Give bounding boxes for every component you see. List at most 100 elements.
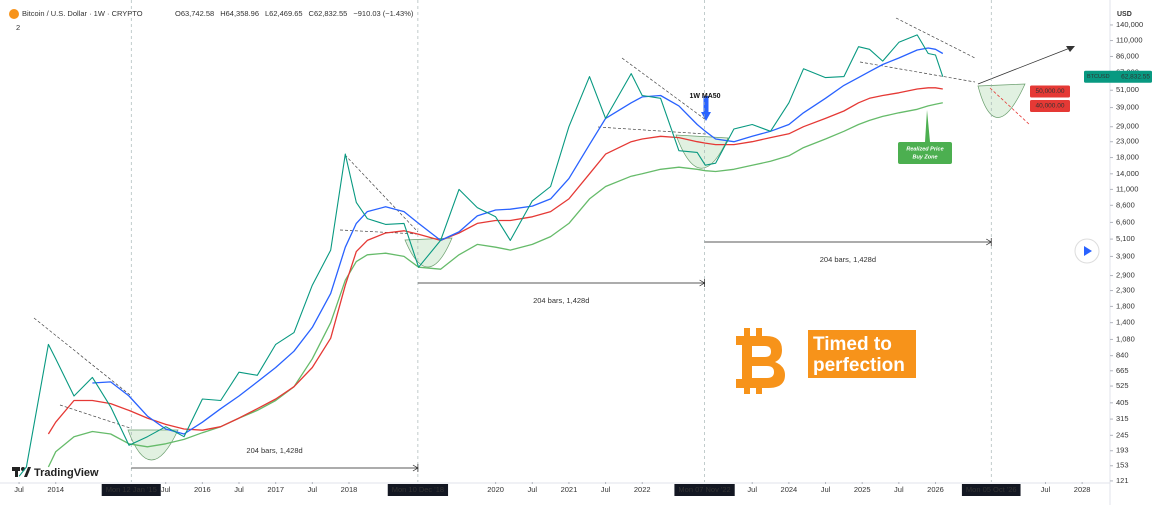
- indicator-line: [47, 102, 943, 468]
- y-tick-label: 840: [1116, 351, 1129, 360]
- y-tick-label: 525: [1116, 381, 1129, 390]
- indicator-line: [47, 87, 943, 435]
- x-tick-label: 2020: [487, 485, 504, 494]
- y-tick-label: 665: [1116, 366, 1129, 375]
- x-tick-label: Jul: [308, 485, 318, 494]
- symbol-title: Bitcoin / U.S. Dollar · 1W · CRYPTO: [22, 9, 143, 18]
- y-tick-label: 8,600: [1116, 200, 1135, 209]
- x-tick-label: 2016: [194, 485, 211, 494]
- y-tick-label: 29,000: [1116, 122, 1139, 131]
- price-line: [18, 34, 944, 477]
- buy-zone-bowl: [675, 134, 729, 169]
- y-tick-label: 1,800: [1116, 301, 1135, 310]
- x-tick-label: Jul: [14, 485, 24, 494]
- x-tick-label: Mon 10 Dec '18: [392, 485, 444, 494]
- x-tick-label: Jul: [601, 485, 611, 494]
- y-tick-label: 3,900: [1116, 251, 1135, 260]
- play-icon: [1084, 246, 1092, 256]
- ma-label: 1W MA50: [689, 93, 720, 100]
- x-tick-label: Jul: [1041, 485, 1051, 494]
- y-tick-label: 6,600: [1116, 217, 1135, 226]
- ohlc-value: −910.03 (−1.43%): [353, 9, 414, 18]
- ohlc-value: L62,469.65: [265, 9, 303, 18]
- level-box: [1030, 99, 1070, 112]
- ohlc-value: C62,832.55: [309, 9, 348, 18]
- x-tick-label: 2014: [47, 485, 64, 494]
- y-tick-label: 23,000: [1116, 137, 1139, 146]
- buy-zone-bowl: [127, 429, 179, 461]
- y-tick-label: 405: [1116, 398, 1129, 407]
- symbol-icon: [9, 9, 19, 19]
- promo-text: perfection: [813, 355, 905, 376]
- y-tick-label: 14,000: [1116, 169, 1139, 178]
- level-box: [1030, 85, 1070, 98]
- y-tick-label: 315: [1116, 414, 1129, 423]
- x-tick-label: Jul: [747, 485, 757, 494]
- x-tick-highlight: [961, 484, 1021, 496]
- x-tick-label: Jul: [821, 485, 831, 494]
- x-tick-label: Mon 07 Nov '22: [678, 485, 730, 494]
- y-unit: USD: [1117, 11, 1132, 18]
- ma-arrow: [701, 112, 711, 121]
- callout-pointer: [925, 110, 930, 142]
- x-tick-label: Jul: [234, 485, 244, 494]
- y-tick-label: 1,400: [1116, 318, 1135, 327]
- projection-arrow: [977, 47, 1071, 85]
- price-tag: [1084, 70, 1152, 83]
- buy-zone-bowl: [404, 237, 453, 268]
- x-tick-highlight: [101, 484, 161, 496]
- buy-zone-bowl: [977, 83, 1026, 118]
- level-label: 50,000.00: [1036, 88, 1065, 95]
- brand: TradingView: [34, 467, 99, 479]
- y-tick-label: 140,000: [1116, 20, 1143, 29]
- y-tick-label: 245: [1116, 430, 1129, 439]
- buy-zone-label: Buy Zone: [912, 154, 937, 160]
- x-tick-label: 2021: [561, 485, 578, 494]
- x-tick-label: 2022: [634, 485, 651, 494]
- bitcoin-logo: [736, 328, 785, 394]
- x-tick-label: Mon 12 Jan '15: [106, 485, 157, 494]
- y-tick-label: 86,000: [1116, 51, 1139, 60]
- y-tick-label: 193: [1116, 446, 1129, 455]
- price-tag-symbol: BTCUSD: [1087, 74, 1110, 80]
- measure-arrow: [412, 464, 419, 472]
- y-tick-label: 18,000: [1116, 153, 1139, 162]
- y-tick-label: 2,900: [1116, 271, 1135, 280]
- measure-label: 204 bars, 1,428d: [533, 296, 589, 305]
- y-tick-label: 1,080: [1116, 334, 1135, 343]
- indicator-count[interactable]: 2: [16, 23, 20, 32]
- ma-arrow-shaft: [703, 96, 709, 113]
- x-tick-label: Mon 05 Oct '26: [966, 485, 1017, 494]
- x-tick-label: 2024: [781, 485, 798, 494]
- buy-zone-box: [898, 142, 952, 164]
- promo-text: Timed to: [813, 334, 892, 355]
- x-tick-label: Jul: [161, 485, 171, 494]
- x-tick-label: Jul: [527, 485, 537, 494]
- drawings: [0, 0, 1111, 505]
- measure-arrow: [699, 279, 706, 287]
- x-tick-label: Jul: [894, 485, 904, 494]
- measure-label: 204 bars, 1,428d: [246, 446, 302, 455]
- y-tick-label: 11,000: [1116, 184, 1138, 193]
- brand-logo: [12, 467, 31, 477]
- projection-line: [989, 87, 1031, 126]
- arrow-head: [1066, 46, 1075, 52]
- indicator-line: [92, 47, 944, 435]
- promo-box: [808, 330, 916, 378]
- x-tick-label: 2018: [341, 485, 358, 494]
- x-tick-label: 2028: [1074, 485, 1091, 494]
- x-tick-label: 2025: [854, 485, 871, 494]
- x-tick-label: 2026: [927, 485, 944, 494]
- trend-lines: [33, 17, 976, 429]
- y-tick-label: 153: [1116, 461, 1129, 470]
- level-label: 40,000.00: [1036, 103, 1065, 110]
- y-tick-label: 5,100: [1116, 234, 1135, 243]
- y-tick-label: 39,000: [1116, 103, 1139, 112]
- measure-label: 204 bars, 1,428d: [820, 255, 876, 264]
- price-tag-label: 62,832.55: [1121, 73, 1150, 80]
- y-tick-label: 51,000: [1116, 85, 1139, 94]
- x-tick-label: 2017: [267, 485, 284, 494]
- buy-zone-label: Realized Price: [906, 146, 943, 152]
